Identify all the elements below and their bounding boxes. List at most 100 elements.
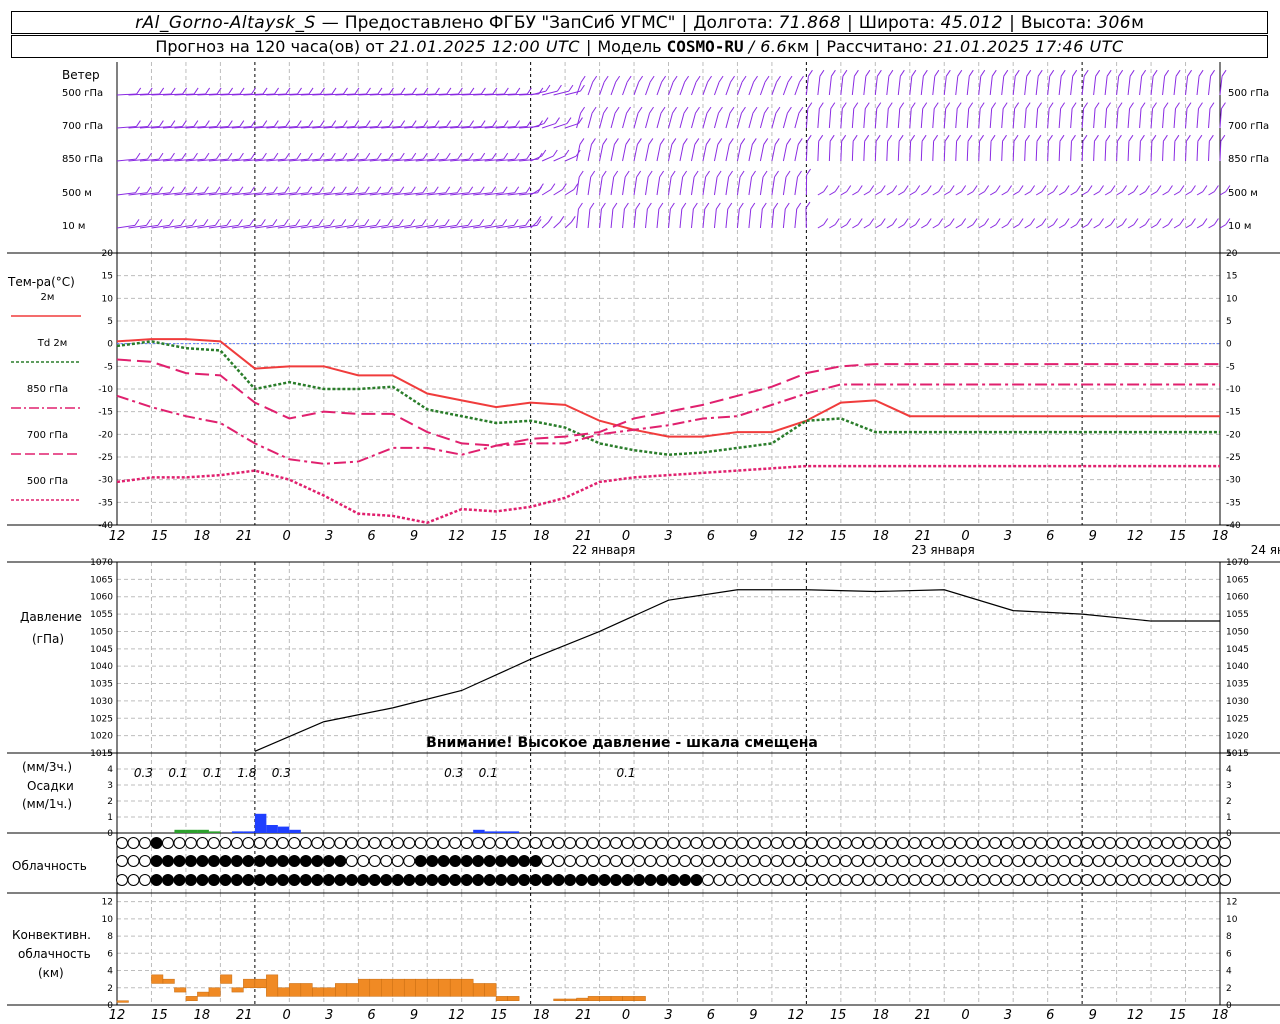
wind-barb-feather <box>841 134 847 142</box>
wind-barb <box>507 158 527 162</box>
wind-barb <box>622 81 628 96</box>
wind-barb-feather <box>670 170 676 178</box>
pressure-unit: (гПа) <box>32 632 65 646</box>
wind-barb-feather <box>1225 218 1231 225</box>
cloud-cover-icon <box>782 874 795 886</box>
wind-barb-feather <box>389 87 394 95</box>
cloud-cover-icon <box>299 855 312 867</box>
y-tick-label-right: 1015 <box>1226 749 1249 759</box>
cloud-cover-icon <box>828 837 841 849</box>
wind-barb <box>656 176 661 196</box>
wind-barb <box>1150 108 1154 129</box>
cloud-cover-icon <box>839 874 852 886</box>
wind-barb <box>312 126 332 129</box>
x-tick-label-bottom: 0 <box>622 1008 630 1023</box>
wind-barb-feather <box>1163 102 1169 109</box>
wind-barb-feather <box>400 120 406 127</box>
wind-barb <box>139 126 160 129</box>
cloud-cover-icon <box>736 855 749 867</box>
cloud-cover-icon <box>977 855 990 867</box>
wind-barb-feather <box>146 219 151 226</box>
cloud-cover-icon <box>793 837 806 849</box>
wind-barb <box>748 208 752 229</box>
cloud-cover-icon <box>770 855 783 867</box>
wind-barb-feather <box>922 102 928 109</box>
cloud-cover-icon <box>713 874 726 886</box>
cloud-cover-icon <box>437 874 450 886</box>
cloud-cover-icon <box>908 855 921 867</box>
wind-barb-feather <box>250 120 256 127</box>
wind-barb-feather <box>296 152 302 160</box>
wind-barb <box>266 224 285 229</box>
conv-cloud-bar <box>358 978 371 997</box>
cloud-cover-icon <box>150 874 163 886</box>
wind-barb <box>1162 76 1166 96</box>
cloud-cover-icon <box>770 874 783 886</box>
cloud-cover-icon <box>426 855 439 867</box>
wind-barb <box>116 158 137 162</box>
cloud-cover-icon <box>506 837 519 849</box>
cloud-cover-icon <box>541 855 554 867</box>
y-tick-label-left: 1060 <box>90 593 113 603</box>
cloud-cover-icon <box>931 855 944 867</box>
wind-barb <box>817 76 821 96</box>
wind-barb-feather <box>239 120 245 127</box>
x-tick-label-bottom: 0 <box>283 1008 291 1023</box>
wind-barb-feather <box>933 134 939 142</box>
wind-barb <box>1196 224 1204 229</box>
wind-barb <box>220 224 239 229</box>
wind-barb <box>358 126 378 129</box>
wind-barb-feather <box>136 87 142 95</box>
wind-barb <box>1116 224 1123 229</box>
wind-barb-feather <box>170 120 176 127</box>
wind-barb <box>759 113 765 129</box>
y-tick-label-right: 12 <box>1226 898 1237 908</box>
wind-barb-feather <box>945 69 951 77</box>
y-tick-label-left: -40 <box>98 521 113 531</box>
wind-barb-feather <box>285 120 291 127</box>
wind-barb-feather <box>949 218 955 225</box>
wind-barb-feather <box>899 102 905 109</box>
wind-barb-feather <box>561 183 567 190</box>
wind-barb <box>782 176 787 196</box>
wind-barb <box>553 155 565 162</box>
cloud-cover-icon <box>184 855 197 867</box>
cloud-cover-icon <box>127 855 140 867</box>
wind-barb <box>897 76 901 96</box>
conv-cloud-bar <box>507 996 520 1001</box>
cloud-cover-icon <box>885 837 898 849</box>
temp-series-1 <box>116 340 1220 456</box>
wind-barb <box>243 192 262 196</box>
wind-barb-feather <box>764 75 770 83</box>
wind-barb <box>1081 191 1089 196</box>
y-tick-label-left: 1050 <box>90 627 113 637</box>
wind-barb-feather <box>830 102 836 109</box>
wind-barb <box>1024 191 1031 196</box>
wind-barb-feather <box>543 117 549 124</box>
wind-barb-feather <box>763 138 769 145</box>
wind-barb <box>427 224 446 229</box>
wind-barb <box>1219 76 1223 96</box>
wind-barb <box>1139 224 1146 229</box>
cloud-cover-icon <box>299 874 312 886</box>
y-tick-label-left: 1045 <box>90 645 113 655</box>
wind-barb-feather <box>410 219 416 226</box>
wind-barb <box>851 76 855 96</box>
wind-barb-feather <box>135 120 141 127</box>
conv-cloud-bar <box>116 1000 129 1003</box>
wind-barb-feather <box>502 219 508 226</box>
cloud-cover-icon <box>1046 855 1059 867</box>
latitude-value: 45.012 <box>940 12 1004 33</box>
wind-barb <box>427 158 447 162</box>
cloud-cover-icon <box>334 874 347 886</box>
wind-barb-feather <box>1141 69 1147 77</box>
wind-barb <box>346 158 366 162</box>
wind-barb-feather <box>284 186 290 194</box>
wind-barb-feather <box>169 219 174 226</box>
wind-barb <box>404 93 424 96</box>
wind-barb <box>185 93 206 96</box>
wind-barb <box>1081 76 1085 96</box>
wind-barb-feather <box>377 120 383 127</box>
wind-barb <box>748 113 754 129</box>
wind-barb-feather <box>318 219 324 226</box>
